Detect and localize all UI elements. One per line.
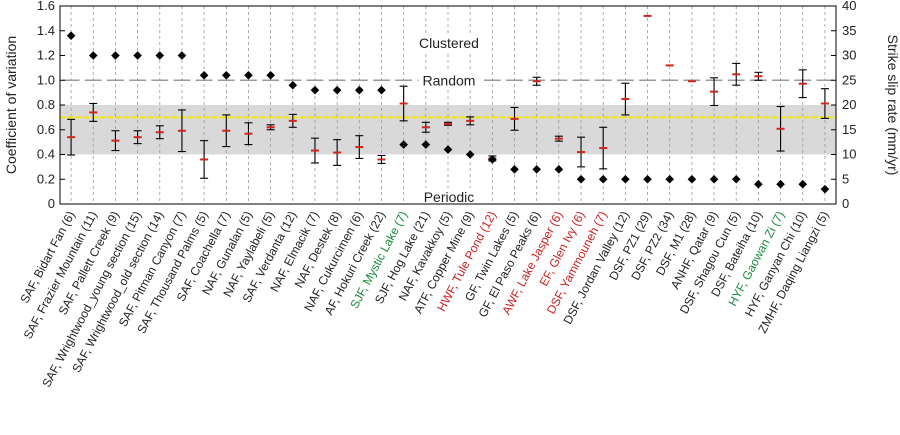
cv-marker xyxy=(754,179,763,189)
slip-rate-point xyxy=(155,125,164,140)
slip-rate-point xyxy=(776,105,785,152)
left-tick-label: 0.8 xyxy=(37,97,55,112)
cv-marker xyxy=(576,174,586,184)
cv-marker xyxy=(155,51,165,60)
left-tick-label: 0.2 xyxy=(37,171,55,186)
slip-rate-point xyxy=(133,130,142,145)
right-tick-label: 25 xyxy=(842,72,856,87)
cv-marker xyxy=(598,174,608,184)
cv-marker xyxy=(177,51,187,60)
annotation-periodic: Periodic xyxy=(424,189,475,205)
slip-rate-point xyxy=(621,82,630,116)
cv-marker xyxy=(332,85,342,95)
annotation-backing xyxy=(419,188,479,206)
cv-marker xyxy=(709,174,719,184)
left-tick-label: 1.2 xyxy=(37,48,55,63)
slip-rate-point xyxy=(732,62,741,86)
cv-marker xyxy=(266,71,275,80)
cv-marker xyxy=(643,174,652,184)
slip-rate-point xyxy=(510,106,519,131)
annotation-backing xyxy=(418,71,480,90)
slip-rate-point xyxy=(377,154,386,164)
slip-rate-point xyxy=(444,121,452,126)
right-axis-ticks: 0 5 10 15 20 25 30 35 40 xyxy=(831,0,856,211)
right-tick-label: 0 xyxy=(842,196,849,211)
slip-rate-point xyxy=(89,102,98,122)
slip-rate-point xyxy=(244,122,253,146)
slip-rate-point xyxy=(820,88,829,119)
slip-rate-point xyxy=(266,124,275,131)
cv-marker xyxy=(221,71,231,80)
slip-rate-point xyxy=(222,114,231,148)
slip-rate-point xyxy=(466,116,475,126)
cv-marker xyxy=(199,71,209,80)
slip-rate-point xyxy=(288,113,297,128)
cv-marker xyxy=(133,51,142,60)
cv-marker xyxy=(776,179,785,189)
cv-marker xyxy=(66,31,76,40)
cv-marker xyxy=(310,85,320,95)
right-tick-label: 10 xyxy=(842,147,856,162)
left-tick-label: 0.6 xyxy=(37,122,55,137)
cv-marker xyxy=(377,85,386,95)
left-tick-label: 1.4 xyxy=(37,23,55,38)
annotation-clustered: Clustered xyxy=(419,35,479,51)
slip-rate-point xyxy=(554,135,563,142)
annotation-backing xyxy=(415,34,483,53)
slip-rate-point xyxy=(532,76,541,86)
cv-marker xyxy=(532,165,541,174)
slip-rate-point xyxy=(333,139,342,166)
slip-rate-point xyxy=(200,140,209,179)
right-tick-label: 5 xyxy=(842,171,849,186)
slip-rate-point xyxy=(577,136,586,168)
cv-marker xyxy=(621,174,630,184)
slip-rate-series xyxy=(67,14,829,179)
right-axis-title: Strike slip rate (mm/yr) xyxy=(885,35,900,176)
slip-rate-point xyxy=(798,69,807,99)
right-tick-label: 15 xyxy=(842,122,856,137)
slip-rate-point xyxy=(67,118,76,156)
category-labels: SAF, Bidart Fan (6)SAF, Frazier Mountain… xyxy=(17,209,831,390)
slip-rate-point xyxy=(421,121,430,133)
left-axis-title: Coefficient of variation xyxy=(3,36,19,174)
slip-rate-point xyxy=(177,109,186,153)
cv-series xyxy=(66,31,830,194)
slip-rate-point xyxy=(355,135,364,160)
annotation-random: Random xyxy=(423,72,476,88)
left-tick-label: 0.4 xyxy=(37,147,55,162)
left-tick-label: 0 xyxy=(48,196,55,211)
category-gridlines xyxy=(70,6,826,204)
cv-marker xyxy=(820,184,830,194)
cv-marker xyxy=(288,80,298,90)
cv-marker xyxy=(554,165,564,174)
cv-marker xyxy=(488,155,497,164)
left-tick-label: 1.6 xyxy=(37,0,55,13)
left-tick-label: 1.0 xyxy=(37,72,55,87)
cv-marker xyxy=(731,174,741,184)
cv-marker xyxy=(798,179,808,189)
cv-marker xyxy=(355,85,364,95)
slip-rate-point xyxy=(399,85,408,122)
cv-marker xyxy=(443,145,453,154)
cv-marker xyxy=(465,150,475,159)
left-axis-ticks: 0 0.2 0.4 0.6 0.8 1.0 1.2 1.4 1.6 xyxy=(37,0,65,211)
slip-rate-point xyxy=(754,71,763,81)
cv-marker xyxy=(665,174,675,184)
cv-marker xyxy=(244,71,253,80)
right-tick-label: 40 xyxy=(842,0,856,13)
slip-rate-point xyxy=(710,77,719,107)
cv-marker xyxy=(421,140,431,149)
slip-rate-point xyxy=(111,130,120,152)
cv-marker xyxy=(111,51,120,60)
slip-rate-point xyxy=(599,126,608,170)
right-tick-label: 35 xyxy=(842,23,856,38)
right-tick-label: 20 xyxy=(842,97,856,112)
right-tick-label: 30 xyxy=(842,48,856,63)
cv-marker xyxy=(399,140,408,149)
cv-marker xyxy=(687,174,697,184)
cv-marker xyxy=(510,165,519,174)
cv-marker xyxy=(88,51,98,60)
slip-rate-point xyxy=(310,137,319,164)
